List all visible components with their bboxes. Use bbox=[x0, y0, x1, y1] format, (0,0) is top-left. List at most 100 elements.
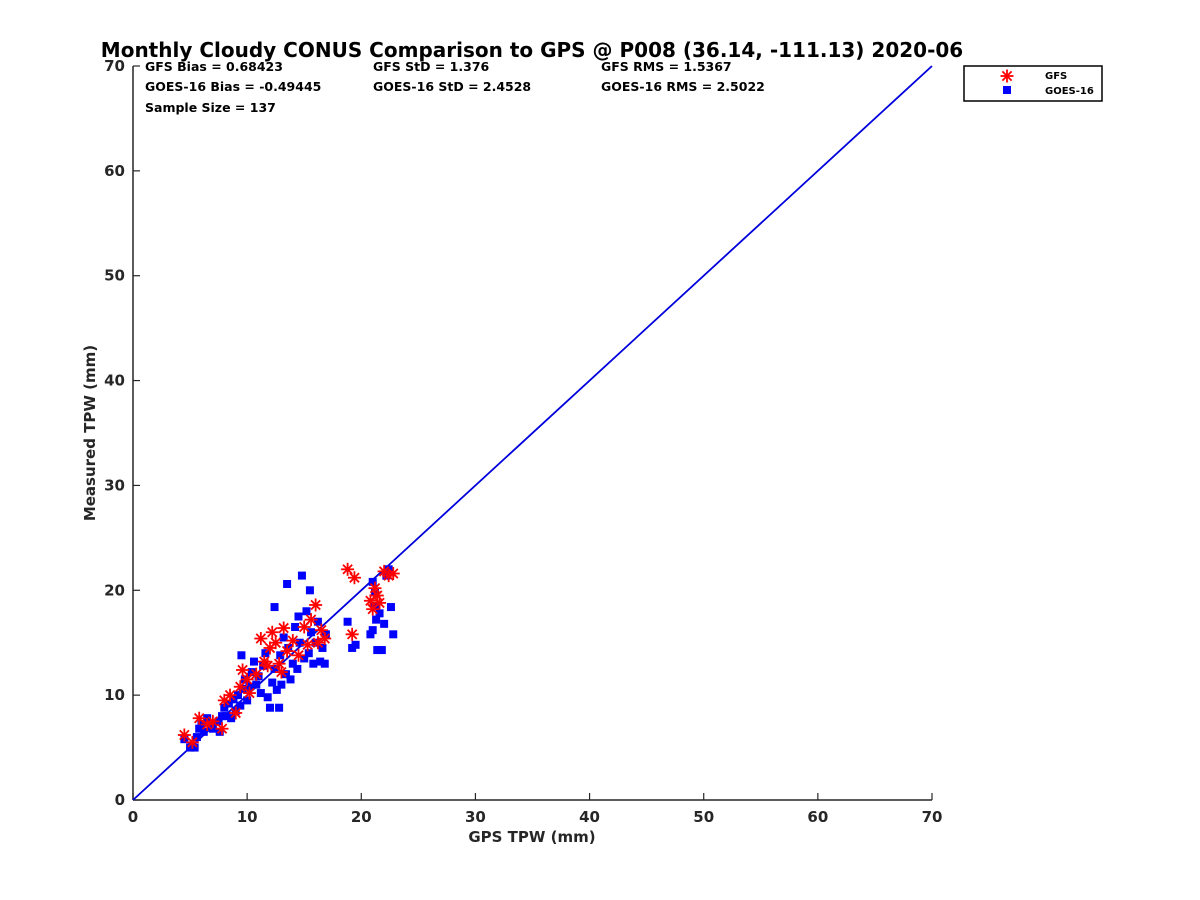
goes16-point bbox=[227, 714, 236, 723]
goes16-point bbox=[380, 619, 389, 628]
legend-goes16-marker bbox=[1003, 86, 1011, 94]
goes16-point bbox=[192, 733, 201, 742]
x-tick-label: 20 bbox=[351, 808, 372, 826]
gfs-point bbox=[272, 657, 286, 671]
legend-gfs-label: GFS bbox=[1045, 71, 1067, 82]
stat-text: GOES-16 StD = 2.4528 bbox=[373, 79, 531, 94]
gfs-point bbox=[345, 627, 359, 641]
x-tick-label: 70 bbox=[922, 808, 943, 826]
goes16-point bbox=[302, 607, 311, 616]
stat-text: GFS Bias = 0.68423 bbox=[145, 59, 283, 74]
gfs-point bbox=[366, 602, 380, 616]
gfs-point bbox=[206, 714, 220, 728]
goes16-point bbox=[208, 724, 217, 733]
gfs-point bbox=[200, 718, 214, 732]
gfs-point bbox=[274, 665, 288, 679]
x-tick-label: 50 bbox=[693, 808, 714, 826]
gfs-point bbox=[236, 663, 250, 677]
goes16-point bbox=[276, 651, 285, 660]
gfs-point bbox=[192, 711, 206, 725]
goes16-point bbox=[218, 712, 227, 721]
goes16-point bbox=[313, 617, 322, 626]
goes16-point bbox=[283, 579, 292, 588]
goes16-point bbox=[316, 657, 325, 666]
goes16-point bbox=[284, 643, 293, 652]
y-tick-label: 30 bbox=[104, 476, 125, 494]
stat-text: GFS StD = 1.376 bbox=[373, 59, 490, 74]
goes16-point bbox=[320, 659, 329, 668]
plot-area: 0 10 20 30 40 50 60 70 0 10 20 30 40 50 60 70 GFS Bias … bbox=[104, 57, 942, 826]
y-tick-label: 0 bbox=[115, 791, 125, 809]
goes16-point bbox=[270, 603, 279, 612]
gfs-point bbox=[249, 667, 263, 681]
gfs-point bbox=[318, 632, 332, 646]
axis-ticks: 0 10 20 30 40 50 60 70 0 10 20 30 40 50 60 70 bbox=[104, 57, 942, 826]
stat-text: GFS RMS = 1.5367 bbox=[601, 59, 732, 74]
goes16-point bbox=[343, 617, 352, 626]
goes16-point bbox=[190, 743, 199, 752]
goes16-point bbox=[372, 615, 381, 624]
gfs-point bbox=[229, 706, 243, 720]
x-tick-label: 40 bbox=[579, 808, 600, 826]
x-axis-label: GPS TPW (mm) bbox=[468, 828, 595, 846]
gfs-point bbox=[242, 686, 256, 700]
y-tick-label: 70 bbox=[104, 57, 125, 75]
goes16-point bbox=[373, 646, 382, 655]
goes16-point bbox=[249, 657, 258, 666]
y-tick-label: 20 bbox=[104, 581, 125, 599]
gfs-point bbox=[277, 621, 291, 635]
goes16-point bbox=[386, 603, 395, 612]
goes16-point bbox=[236, 701, 245, 710]
stat-text: GOES-16 Bias = -0.49445 bbox=[145, 79, 321, 94]
stat-text: GOES-16 RMS = 2.5022 bbox=[601, 79, 765, 94]
gfs-point bbox=[240, 672, 254, 686]
gfs-point bbox=[286, 634, 300, 648]
gfs-point bbox=[261, 659, 275, 673]
gfs-point bbox=[309, 598, 323, 612]
goes16-point bbox=[300, 654, 309, 663]
y-tick-label: 40 bbox=[104, 372, 125, 390]
y-tick-label: 60 bbox=[104, 162, 125, 180]
goes16-point bbox=[294, 612, 303, 621]
gfs-point bbox=[382, 569, 396, 583]
gfs-point bbox=[304, 613, 318, 627]
goes16-point bbox=[351, 640, 360, 649]
goes16-point bbox=[293, 664, 302, 673]
goes16-point bbox=[304, 649, 313, 658]
gfs-point bbox=[311, 636, 325, 650]
series-gfs-points bbox=[177, 562, 400, 749]
x-tick-label: 0 bbox=[128, 808, 138, 826]
goes16-point bbox=[265, 703, 274, 712]
gfs-point bbox=[185, 735, 199, 749]
gfs-point bbox=[301, 638, 315, 652]
y-tick-label: 50 bbox=[104, 267, 125, 285]
goes16-point bbox=[288, 659, 297, 668]
goes16-point bbox=[268, 678, 277, 687]
gfs-point bbox=[215, 722, 229, 736]
gfs-point bbox=[373, 596, 387, 610]
goes16-point bbox=[222, 712, 231, 721]
stat-text: Sample Size = 137 bbox=[145, 100, 276, 115]
goes16-point bbox=[272, 685, 281, 694]
goes16-point bbox=[297, 571, 306, 580]
goes16-point bbox=[237, 651, 246, 660]
goes16-point bbox=[368, 577, 377, 586]
y-axis-label: Measured TPW (mm) bbox=[81, 345, 99, 521]
goes16-point bbox=[234, 691, 243, 700]
goes16-point bbox=[252, 680, 261, 689]
goes16-point bbox=[375, 609, 384, 618]
goes16-point bbox=[243, 696, 252, 705]
gfs-point bbox=[263, 641, 277, 655]
goes16-point bbox=[295, 638, 304, 647]
goes16-point bbox=[270, 664, 279, 673]
goes16-point bbox=[220, 703, 229, 712]
goes16-point bbox=[279, 633, 288, 642]
goes16-point bbox=[277, 680, 286, 689]
gfs-point bbox=[254, 632, 268, 646]
goes16-point bbox=[275, 703, 284, 712]
goes16-point bbox=[195, 724, 204, 733]
goes16-point bbox=[368, 626, 377, 635]
gfs-point bbox=[269, 636, 283, 650]
